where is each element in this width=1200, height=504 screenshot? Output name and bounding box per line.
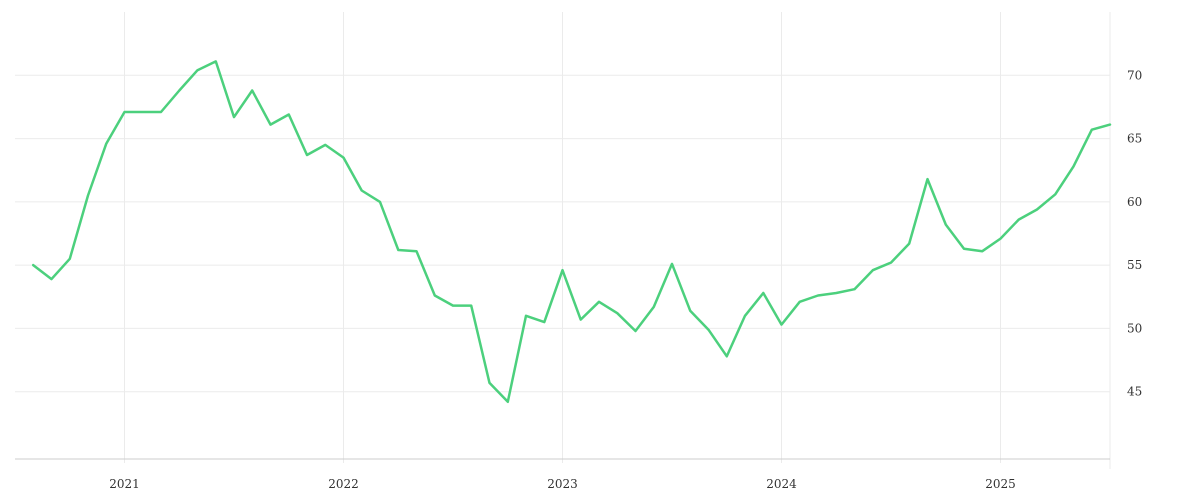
data-point (269, 123, 271, 125)
data-point (342, 156, 344, 158)
x-tick-label: 2025 (985, 477, 1016, 491)
data-point (507, 401, 509, 403)
x-tick-label: 2021 (109, 477, 140, 491)
data-point (908, 242, 910, 244)
data-point (452, 304, 454, 306)
x-tick-label: 2024 (766, 477, 797, 491)
y-tick-label: 65 (1127, 132, 1142, 146)
data-point (543, 321, 545, 323)
data-point (196, 69, 198, 71)
data-point (744, 315, 746, 317)
data-point (434, 294, 436, 296)
y-tick-label: 60 (1127, 195, 1142, 209)
label-layer: 45 50 55 60 65 70 2021 2022 2023 2024 2025 (109, 68, 1142, 491)
data-point (470, 304, 472, 306)
data-point (689, 310, 691, 312)
data-point (361, 189, 363, 191)
data-point (999, 237, 1001, 239)
data-point (835, 292, 837, 294)
data-point (215, 60, 217, 62)
data-point (1091, 129, 1093, 131)
axis-layer (15, 12, 1111, 469)
data-point (762, 292, 764, 294)
y-tick-label: 55 (1127, 258, 1142, 272)
data-point (799, 301, 801, 303)
data-point (379, 201, 381, 203)
data-point (251, 89, 253, 91)
data-point (561, 269, 563, 271)
y-tick-label: 70 (1127, 68, 1142, 82)
data-point (707, 329, 709, 331)
y-tick-label: 50 (1127, 321, 1142, 335)
data-point (142, 111, 144, 113)
data-point (817, 294, 819, 296)
data-point (69, 258, 71, 260)
data-point (580, 318, 582, 320)
data-point (178, 89, 180, 91)
data-point (160, 111, 162, 113)
data-point (32, 264, 34, 266)
data-point (87, 194, 89, 196)
data-point (488, 382, 490, 384)
data-point (671, 263, 673, 265)
data-point (726, 355, 728, 357)
data-point (1109, 123, 1111, 125)
data-point (926, 178, 928, 180)
data-point (397, 249, 399, 251)
data-point (1036, 208, 1038, 210)
x-tick-label: 2022 (328, 477, 359, 491)
data-point (634, 330, 636, 332)
data-point (288, 113, 290, 115)
data-point (233, 116, 235, 118)
data-point (1018, 218, 1020, 220)
data-point (653, 306, 655, 308)
data-point (981, 250, 983, 252)
series-layer (31, 60, 1112, 404)
data-point (598, 301, 600, 303)
data-point (780, 323, 782, 325)
grid-layer (15, 12, 1110, 463)
data-point (1054, 193, 1056, 195)
data-point (415, 250, 417, 252)
data-point (105, 142, 107, 144)
data-point (853, 288, 855, 290)
data-point (50, 278, 52, 280)
data-point (945, 223, 947, 225)
data-point (616, 312, 618, 314)
series-line (31, 60, 1112, 404)
x-tick-label: 2023 (547, 477, 578, 491)
y-tick-label: 45 (1127, 385, 1142, 399)
data-point (525, 315, 527, 317)
data-point (324, 144, 326, 146)
data-point (872, 269, 874, 271)
data-point (890, 261, 892, 263)
data-point (123, 111, 125, 113)
data-point (1072, 165, 1074, 167)
data-point (963, 248, 965, 250)
data-point (306, 154, 308, 156)
